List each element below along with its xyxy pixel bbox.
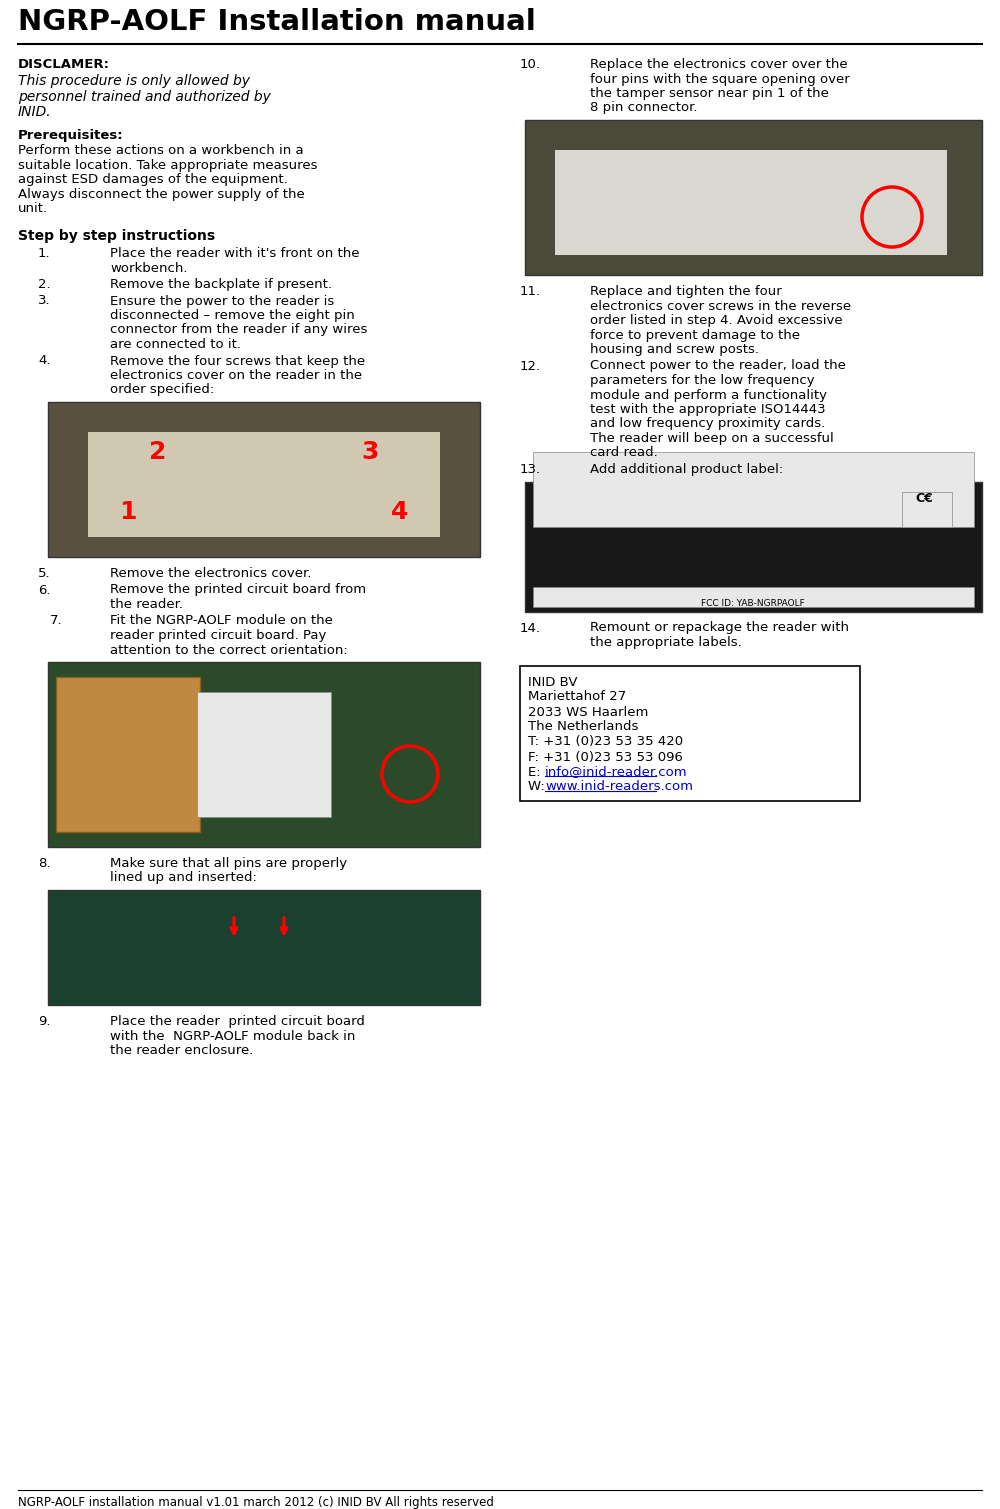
Text: unit.: unit. [18,202,48,216]
Text: Remount or repackage the reader with: Remount or repackage the reader with [590,622,849,634]
Text: electronics cover screws in the reverse: electronics cover screws in the reverse [590,299,851,312]
Text: 1: 1 [119,499,137,524]
Text: lined up and inserted:: lined up and inserted: [110,872,257,884]
Bar [48,662,480,847]
Text: 4: 4 [391,499,409,524]
Text: suitable location. Take appropriate measures: suitable location. Take appropriate meas… [18,158,318,172]
Text: 8 pin connector.: 8 pin connector. [590,101,698,115]
Text: 3: 3 [361,441,379,463]
Bar [48,401,480,557]
Text: Replace and tighten the four: Replace and tighten the four [590,285,782,297]
Text: force to prevent damage to the: force to prevent damage to the [590,329,800,341]
Text: reader printed circuit board. Pay: reader printed circuit board. Pay [110,629,326,641]
Text: card read.: card read. [590,447,658,460]
Text: Place the reader  printed circuit board: Place the reader printed circuit board [110,1016,365,1028]
Text: NGRP-AOLF installation manual v1.01 march 2012 (c) INID BV All rights reserved: NGRP-AOLF installation manual v1.01 marc… [18,1495,494,1509]
Text: electronics cover on the reader in the: electronics cover on the reader in the [110,370,362,382]
Bar [520,665,860,800]
Text: with the  NGRP-AOLF module back in: with the NGRP-AOLF module back in [110,1029,355,1043]
Bar [48,890,480,1005]
Text: C€: C€ [915,492,933,504]
Bar [555,149,947,255]
Text: the reader.: the reader. [110,598,183,611]
Text: 9.: 9. [38,1016,50,1028]
Text: four pins with the square opening over: four pins with the square opening over [590,72,850,86]
Text: against ESD damages of the equipment.: against ESD damages of the equipment. [18,174,288,187]
Text: The reader will beep on a successful: The reader will beep on a successful [590,432,834,445]
Bar [525,121,982,275]
Text: 6.: 6. [38,584,50,596]
Bar [88,432,440,537]
Text: Remove the four screws that keep the: Remove the four screws that keep the [110,355,365,368]
Text: 2.: 2. [38,278,51,291]
Text: 1.: 1. [38,247,51,260]
Text: 2: 2 [149,441,167,463]
Bar [533,587,974,607]
Text: Replace the electronics cover over the: Replace the electronics cover over the [590,57,848,71]
Text: W:: W: [528,780,549,794]
Text: 10.: 10. [520,57,541,71]
Text: T: +31 (0)23 53 35 420: T: +31 (0)23 53 35 420 [528,735,683,748]
Text: Step by step instructions: Step by step instructions [18,229,215,243]
Text: INID BV: INID BV [528,676,578,688]
Text: the appropriate labels.: the appropriate labels. [590,635,742,649]
Bar [533,451,974,527]
Text: the reader enclosure.: the reader enclosure. [110,1044,253,1056]
Text: 13.: 13. [520,463,541,475]
Text: Remove the printed circuit board from: Remove the printed circuit board from [110,584,366,596]
Text: attention to the correct orientation:: attention to the correct orientation: [110,643,348,656]
Text: Make sure that all pins are properly: Make sure that all pins are properly [110,857,347,871]
Text: order specified:: order specified: [110,383,214,397]
Text: Ensure the power to the reader is: Ensure the power to the reader is [110,294,334,308]
Text: are connected to it.: are connected to it. [110,338,241,352]
Text: and low frequency proximity cards.: and low frequency proximity cards. [590,418,825,430]
Text: workbench.: workbench. [110,261,188,275]
Text: the tamper sensor near pin 1 of the: the tamper sensor near pin 1 of the [590,88,829,100]
Text: disconnected – remove the eight pin: disconnected – remove the eight pin [110,309,355,321]
Text: connector from the reader if any wires: connector from the reader if any wires [110,323,367,337]
Text: This procedure is only allowed by: This procedure is only allowed by [18,74,250,88]
Bar [525,481,982,611]
Bar [56,678,200,831]
Text: Place the reader with it's front on the: Place the reader with it's front on the [110,247,360,260]
Text: 8.: 8. [38,857,50,871]
Text: 2033 WS Haarlem: 2033 WS Haarlem [528,706,648,718]
Text: E:: E: [528,765,545,779]
Text: 7.: 7. [50,614,63,628]
Text: Remove the backplate if present.: Remove the backplate if present. [110,278,332,291]
Text: 4.: 4. [38,355,50,368]
Text: test with the appropriate ISO14443: test with the appropriate ISO14443 [590,403,826,416]
Text: personnel trained and authorized by: personnel trained and authorized by [18,89,271,104]
Text: www.inid-readers.com: www.inid-readers.com [545,780,693,794]
Text: FCC ID: YAB-NGRPAOLF: FCC ID: YAB-NGRPAOLF [701,599,805,608]
Text: Fit the NGRP-AOLF module on the: Fit the NGRP-AOLF module on the [110,614,333,628]
Text: The Netherlands: The Netherlands [528,720,638,733]
Text: order listed in step 4. Avoid excessive: order listed in step 4. Avoid excessive [590,314,843,327]
Text: 12.: 12. [520,359,541,373]
Text: parameters for the low frequency: parameters for the low frequency [590,374,815,386]
Text: module and perform a functionality: module and perform a functionality [590,388,827,401]
Text: DISCLAMER:: DISCLAMER: [18,57,110,71]
Text: Always disconnect the power supply of the: Always disconnect the power supply of th… [18,189,305,201]
Text: Remove the electronics cover.: Remove the electronics cover. [110,567,311,579]
Bar [902,492,952,527]
Text: INID.: INID. [18,106,52,119]
Text: info@inid-reader.com: info@inid-reader.com [545,765,688,779]
Text: NGRP-AOLF Installation manual: NGRP-AOLF Installation manual [18,8,536,36]
Text: 11.: 11. [520,285,541,297]
Text: 14.: 14. [520,622,541,634]
Text: Prerequisites:: Prerequisites: [18,128,124,142]
Text: housing and screw posts.: housing and screw posts. [590,343,759,356]
Bar [197,693,331,816]
Text: Connect power to the reader, load the: Connect power to the reader, load the [590,359,846,373]
Text: Add additional product label:: Add additional product label: [590,463,783,475]
Text: Mariettahof 27: Mariettahof 27 [528,691,626,703]
Text: 5.: 5. [38,567,51,579]
Text: Perform these actions on a workbench in a: Perform these actions on a workbench in … [18,145,304,157]
Text: 3.: 3. [38,294,51,308]
Text: F: +31 (0)23 53 53 096: F: +31 (0)23 53 53 096 [528,750,683,764]
